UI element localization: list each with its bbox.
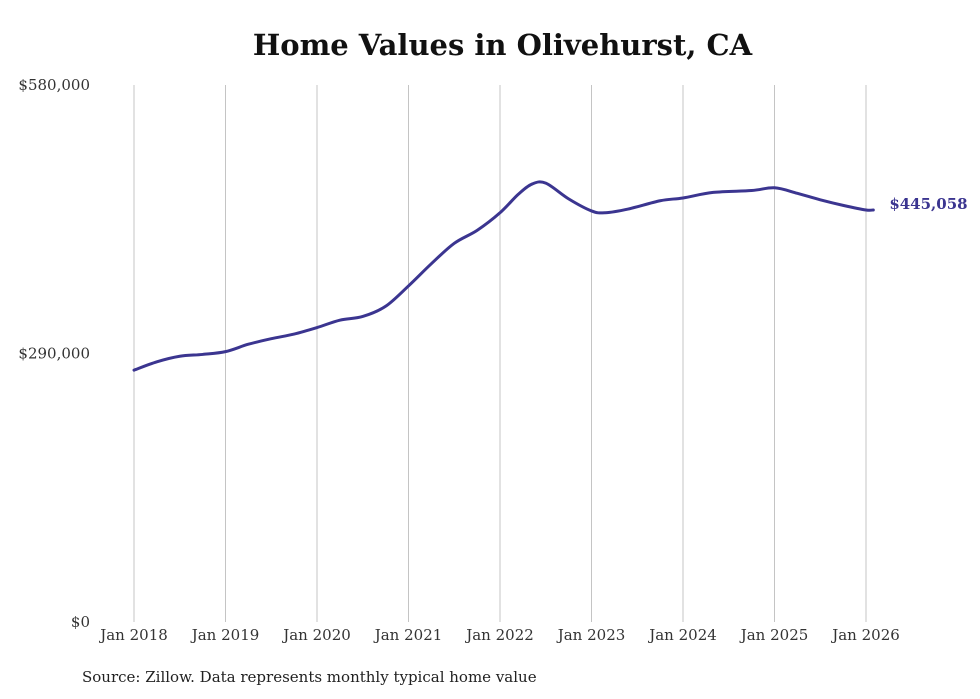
- x-tick-label-2023: Jan 2023: [556, 626, 626, 644]
- y-axis-ticks: $0 $290,000 $580,000: [18, 76, 90, 631]
- y-tick-label-0: $0: [71, 613, 90, 631]
- gridlines: [133, 85, 867, 622]
- series-end-label-0: $445,058: [889, 195, 967, 213]
- x-tick-label-2020: Jan 2020: [281, 626, 351, 644]
- series-group: $445,058: [132, 180, 968, 372]
- x-tick-label-2021: Jan 2021: [373, 626, 443, 644]
- x-tick-label-2024: Jan 2024: [647, 626, 717, 644]
- y-tick-label-290000: $290,000: [18, 345, 90, 363]
- series-line-0: [132, 180, 875, 372]
- y-tick-label-580000: $580,000: [18, 76, 90, 94]
- x-tick-label-2026: Jan 2026: [830, 626, 900, 644]
- source-note: Source: Zillow. Data represents monthly …: [82, 668, 537, 686]
- x-axis-ticks: Jan 2018 Jan 2019 Jan 2020 Jan 2021 Jan 2022…: [98, 626, 900, 644]
- x-tick-label-2018: Jan 2018: [98, 626, 168, 644]
- x-tick-label-2019: Jan 2019: [190, 626, 260, 644]
- chart-title: Home Values in Olivehurst, CA: [252, 28, 753, 62]
- x-tick-label-2022: Jan 2022: [464, 626, 534, 644]
- x-tick-label-2025: Jan 2025: [739, 626, 809, 644]
